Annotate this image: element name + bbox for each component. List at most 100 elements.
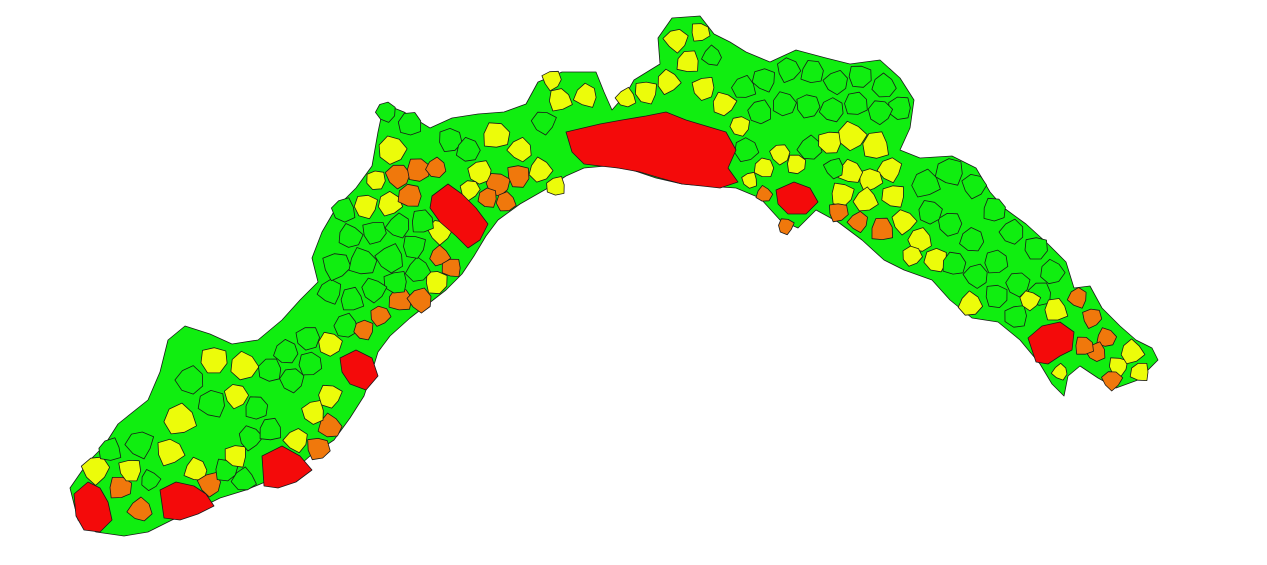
municipality-cell[interactable] <box>691 23 711 42</box>
municipality-cell[interactable] <box>800 60 824 83</box>
municipality-cell[interactable] <box>998 218 1024 245</box>
municipality-cell[interactable] <box>753 157 775 177</box>
municipality-cell[interactable] <box>307 438 331 461</box>
municipality-cell[interactable] <box>333 312 358 338</box>
municipality-cell[interactable] <box>747 99 771 125</box>
municipality-cell[interactable] <box>911 168 941 198</box>
municipality-cell[interactable] <box>298 351 323 376</box>
municipality-cell[interactable] <box>378 135 408 165</box>
municipality-cell[interactable] <box>353 194 378 220</box>
municipality-cell[interactable] <box>871 72 897 98</box>
municipality-cell[interactable] <box>918 200 943 225</box>
municipality-cell[interactable] <box>403 235 426 259</box>
municipality-cell[interactable] <box>852 186 879 212</box>
municipality-cell[interactable] <box>238 425 264 452</box>
municipality-cell[interactable] <box>340 286 365 311</box>
municipality-cell[interactable] <box>118 460 141 482</box>
municipality-cell[interactable] <box>829 203 849 223</box>
municipality-cell[interactable] <box>338 223 364 248</box>
municipality-cell[interactable] <box>822 70 848 96</box>
municipality-cell[interactable] <box>657 68 682 95</box>
municipality-cell[interactable] <box>412 209 434 233</box>
municipality-cell[interactable] <box>549 88 573 112</box>
municipality-cell[interactable] <box>541 70 562 92</box>
municipality-cell[interactable] <box>384 164 411 190</box>
municipality-cell[interactable] <box>731 75 757 98</box>
municipality-cell[interactable] <box>959 227 985 252</box>
municipality-cell[interactable] <box>279 368 305 394</box>
municipality-cell[interactable] <box>777 57 802 83</box>
municipality-cell[interactable] <box>456 137 481 162</box>
municipality-cell[interactable] <box>141 469 162 491</box>
municipality-cell[interactable] <box>224 445 246 468</box>
municipality-cell[interactable] <box>174 365 204 395</box>
municipality-cell[interactable] <box>530 111 557 136</box>
municipality-cell[interactable] <box>937 213 963 237</box>
municipality-sanremo[interactable] <box>159 481 215 521</box>
municipality-cell[interactable] <box>934 158 963 186</box>
municipality-cell[interactable] <box>331 197 356 223</box>
municipality-cell[interactable] <box>362 222 387 245</box>
municipality-cell[interactable] <box>124 431 154 460</box>
municipality-cell[interactable] <box>1075 336 1094 355</box>
municipality-cell[interactable] <box>397 112 422 136</box>
municipality-cell[interactable] <box>961 174 988 200</box>
municipality-la-spezia[interactable] <box>1027 321 1075 365</box>
municipality-cell[interactable] <box>662 29 689 54</box>
municipality-cell[interactable] <box>734 137 760 162</box>
municipality-cell[interactable] <box>98 437 122 461</box>
municipality-cell[interactable] <box>862 131 889 159</box>
municipality-cell[interactable] <box>751 68 775 93</box>
municipality-cell[interactable] <box>1066 287 1087 309</box>
municipality-cell[interactable] <box>796 94 821 119</box>
municipality-cell[interactable] <box>888 96 911 120</box>
municipality-cell[interactable] <box>923 248 947 273</box>
municipality-cell[interactable] <box>273 339 299 364</box>
municipality-cell[interactable] <box>230 350 260 381</box>
municipality-cell[interactable] <box>772 91 797 117</box>
municipality-cell[interactable] <box>157 438 186 467</box>
municipality-cell[interactable] <box>902 245 923 267</box>
municipality-cell[interactable] <box>635 81 657 105</box>
municipality-cell[interactable] <box>404 256 432 282</box>
municipality-cell[interactable] <box>983 197 1006 222</box>
municipality-cell[interactable] <box>109 477 132 499</box>
municipality-cell[interactable] <box>1024 237 1048 260</box>
municipality-cell[interactable] <box>197 390 225 418</box>
municipality-cell[interactable] <box>429 244 452 267</box>
municipality-cell[interactable] <box>495 191 517 212</box>
municipality-genova[interactable] <box>565 111 739 189</box>
municipality-cell[interactable] <box>348 247 378 275</box>
municipality-cell[interactable] <box>295 327 320 351</box>
municipality-cell[interactable] <box>425 156 447 178</box>
municipality-cell[interactable] <box>353 319 374 341</box>
municipality-cell[interactable] <box>985 284 1008 308</box>
municipality-cell[interactable] <box>769 144 791 166</box>
municipality-cell[interactable] <box>573 82 597 108</box>
municipality-cell[interactable] <box>397 183 422 207</box>
municipality-cell[interactable] <box>846 211 868 233</box>
municipality-cell[interactable] <box>406 287 432 314</box>
municipality-cell[interactable] <box>370 305 392 327</box>
municipality-rapallo[interactable] <box>775 181 819 215</box>
municipality-cell[interactable] <box>426 271 448 295</box>
municipality-cell[interactable] <box>691 77 715 101</box>
municipality-cell[interactable] <box>384 212 410 239</box>
municipality-cell[interactable] <box>1044 298 1069 321</box>
municipality-cell[interactable] <box>778 218 795 236</box>
municipality-cell[interactable] <box>200 347 228 374</box>
municipality-cell[interactable] <box>282 428 308 454</box>
municipality-cell[interactable] <box>1096 327 1117 347</box>
municipality-cell[interactable] <box>712 91 738 117</box>
municipality-cell[interactable] <box>361 277 388 304</box>
municipality-cell[interactable] <box>729 116 750 137</box>
municipality-cell[interactable] <box>163 402 197 435</box>
municipality-cell[interactable] <box>230 466 257 491</box>
municipality-cell[interactable] <box>848 65 872 88</box>
municipality-cell[interactable] <box>907 227 932 252</box>
municipality-cell[interactable] <box>467 160 492 185</box>
municipality-cell[interactable] <box>942 251 967 275</box>
municipality-cell[interactable] <box>126 496 153 522</box>
municipality-cell[interactable] <box>676 50 699 72</box>
municipality-cell[interactable] <box>366 170 386 190</box>
